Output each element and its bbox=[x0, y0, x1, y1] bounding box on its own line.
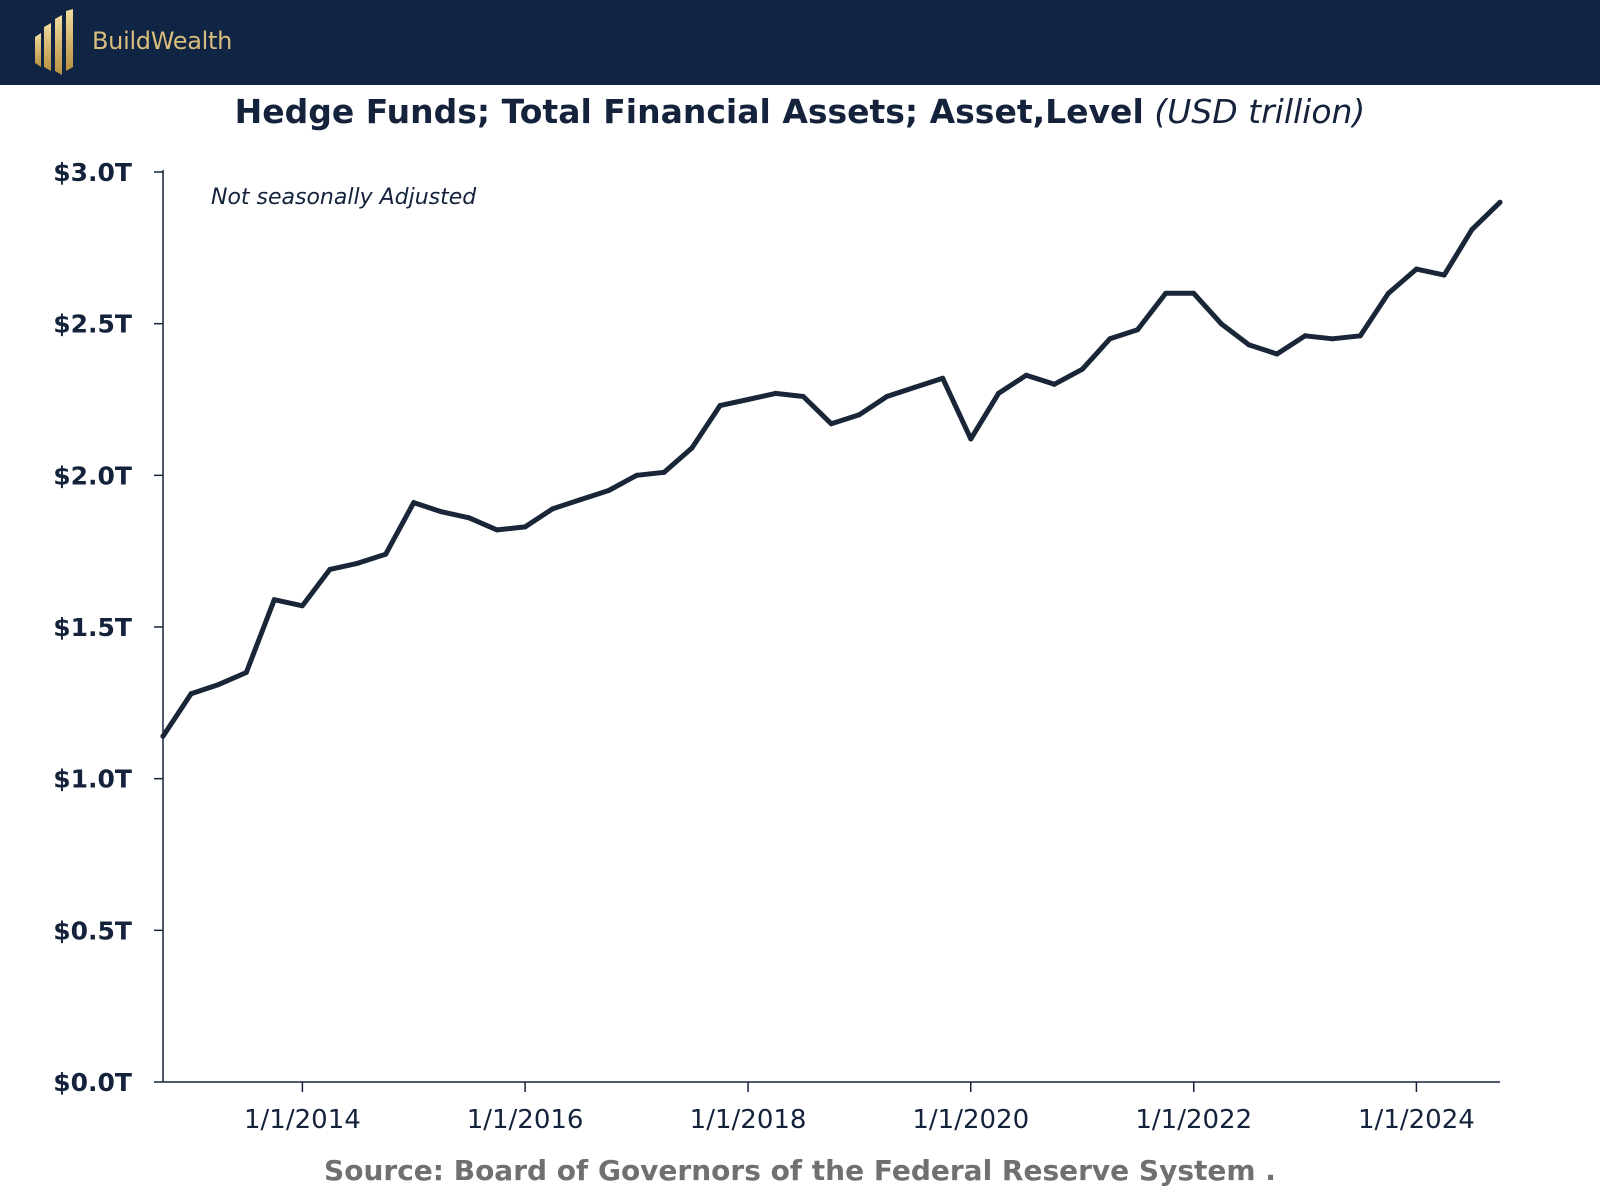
x-tick-label: 1/1/2018 bbox=[690, 1105, 807, 1135]
data-point bbox=[828, 421, 834, 427]
data-point bbox=[271, 597, 277, 603]
data-point bbox=[1330, 336, 1336, 342]
data-point bbox=[327, 566, 333, 572]
data-point bbox=[411, 500, 417, 506]
x-tick-label: 1/1/2022 bbox=[1135, 1105, 1252, 1135]
data-point bbox=[1302, 333, 1308, 339]
chart-title: Hedge Funds; Total Financial Assets; Ass… bbox=[0, 92, 1600, 131]
data-point bbox=[299, 603, 305, 609]
y-tick-label: $3.0T bbox=[53, 158, 132, 187]
series-line bbox=[160, 199, 1503, 739]
data-point bbox=[1135, 327, 1141, 333]
header-bar: BuildWealth bbox=[0, 0, 1600, 85]
x-tick-label: 1/1/2020 bbox=[912, 1105, 1029, 1135]
brand-name: BuildWealth bbox=[92, 27, 233, 55]
data-point bbox=[1497, 199, 1503, 205]
y-tick-label: $1.0T bbox=[53, 765, 132, 794]
data-point bbox=[438, 509, 444, 515]
data-point bbox=[160, 733, 166, 739]
data-point bbox=[1163, 290, 1169, 296]
data-point bbox=[188, 691, 194, 697]
data-point bbox=[800, 393, 806, 399]
data-point bbox=[996, 390, 1002, 396]
data-point bbox=[717, 403, 723, 409]
data-point bbox=[1357, 333, 1363, 339]
data-point bbox=[1051, 381, 1057, 387]
data-point bbox=[1023, 372, 1029, 378]
buildwealth-bars-logo-icon bbox=[35, 9, 73, 75]
data-point bbox=[1218, 321, 1224, 327]
data-point bbox=[912, 384, 918, 390]
y-tick-label: $0.5T bbox=[53, 916, 132, 945]
data-point bbox=[578, 497, 584, 503]
y-tick-label: $0.0T bbox=[53, 1068, 132, 1097]
data-point bbox=[522, 524, 528, 530]
source-note: Source: Board of Governors of the Federa… bbox=[324, 1154, 1276, 1187]
chart-title-main: Hedge Funds; Total Financial Assets; Ass… bbox=[234, 92, 1144, 131]
chart-title-unit: (USD trillion) bbox=[1154, 92, 1366, 131]
data-point bbox=[606, 488, 612, 493]
y-tick-label: $1.5T bbox=[53, 613, 132, 642]
x-tick-label: 1/1/2016 bbox=[467, 1105, 584, 1135]
chart-note: Not seasonally Adjusted bbox=[211, 185, 477, 210]
data-point bbox=[1107, 336, 1113, 342]
data-point bbox=[1274, 351, 1280, 357]
data-point bbox=[689, 445, 695, 451]
data-point bbox=[1441, 272, 1447, 278]
data-point bbox=[1246, 342, 1252, 348]
y-tick-label: $2.5T bbox=[53, 310, 132, 339]
x-tick-label: 1/1/2014 bbox=[244, 1105, 361, 1135]
data-point bbox=[383, 551, 389, 557]
data-point bbox=[856, 412, 862, 418]
data-point bbox=[773, 390, 779, 396]
data-point bbox=[634, 472, 640, 478]
data-point bbox=[1385, 290, 1391, 296]
data-point bbox=[1413, 266, 1419, 272]
data-point bbox=[884, 393, 890, 399]
y-tick-label: $2.0T bbox=[53, 461, 132, 490]
data-point bbox=[494, 527, 500, 533]
data-point bbox=[466, 515, 472, 521]
data-point bbox=[243, 670, 249, 675]
x-tick-label: 1/1/2024 bbox=[1358, 1105, 1475, 1135]
data-point bbox=[940, 375, 946, 381]
data-point bbox=[216, 682, 222, 688]
data-point bbox=[1079, 366, 1085, 372]
data-point bbox=[1469, 227, 1475, 233]
data-point bbox=[355, 560, 361, 566]
data-point bbox=[661, 469, 667, 475]
data-point bbox=[745, 397, 751, 402]
data-point bbox=[968, 436, 974, 442]
data-point bbox=[1191, 290, 1197, 296]
data-point bbox=[550, 506, 556, 512]
